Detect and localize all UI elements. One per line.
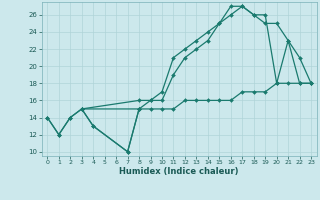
X-axis label: Humidex (Indice chaleur): Humidex (Indice chaleur) — [119, 167, 239, 176]
